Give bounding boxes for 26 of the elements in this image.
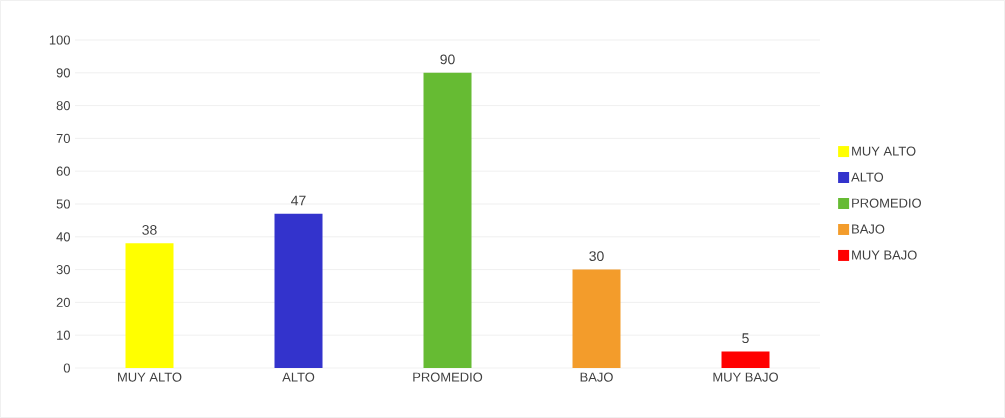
legend-label: MUY ALTO [852,146,916,156]
y-tick-label: 90 [56,68,70,78]
x-tick-label: BAJO [580,372,613,382]
y-tick-label: 60 [56,166,70,176]
y-tick-label: 50 [56,199,70,209]
y-tick-label: 70 [56,133,70,143]
x-tick-label: MUY BAJO [713,372,778,382]
data-label: 90 [440,54,455,65]
data-label: 5 [742,333,749,344]
y-tick-label: 30 [56,265,70,275]
x-tick-label: PROMEDIO [413,372,483,382]
data-label: 47 [291,195,306,206]
x-tick-label: ALTO [282,372,315,382]
x-tick-label: MUY ALTO [118,372,182,382]
data-label: 30 [589,251,604,262]
y-tick-label: 40 [56,232,70,242]
y-tick-label: 10 [57,330,70,340]
y-tick-label: 20 [56,297,70,307]
legend-label: BAJO [852,224,885,234]
legend-label: MUY BAJO [852,250,917,260]
y-tick-label: 80 [56,101,70,111]
data-label: 38 [142,224,157,235]
y-tick-label: 100 [49,35,70,45]
legend-label: ALTO [851,172,884,182]
y-tick-label: 0 [63,363,70,373]
legend-label: PROMEDIO [852,198,921,208]
